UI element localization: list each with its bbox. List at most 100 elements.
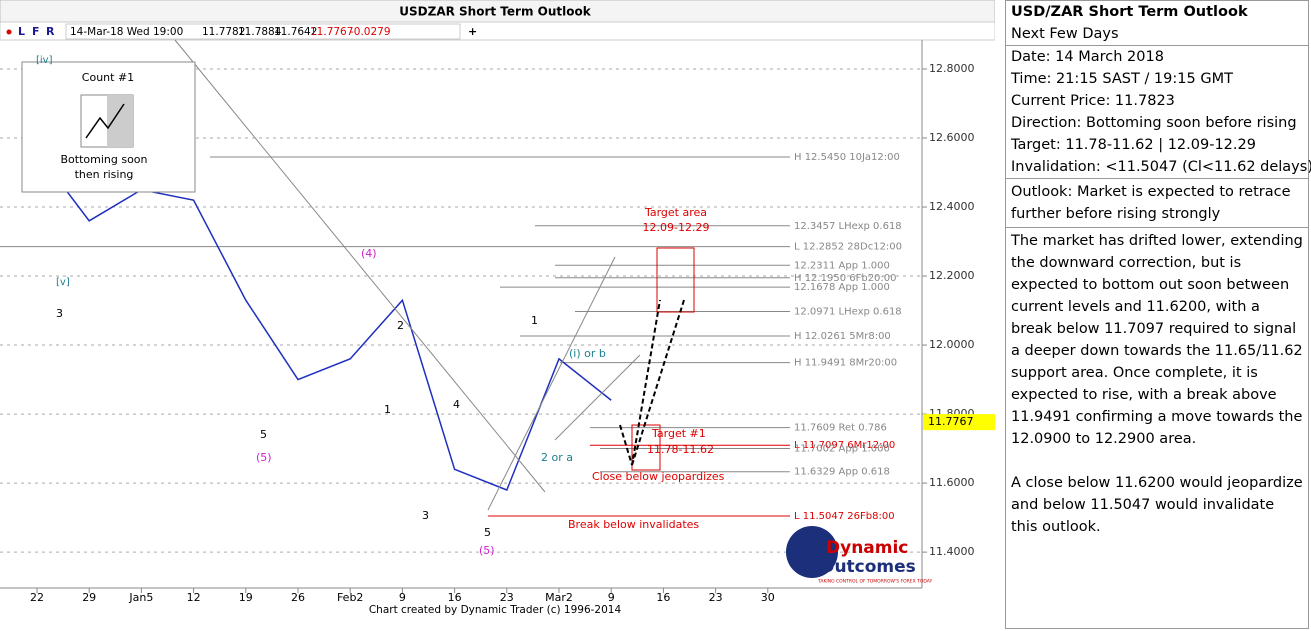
y-tick-label: 12.2000 xyxy=(929,269,975,282)
wave-label: 1 xyxy=(531,314,538,327)
x-tick-label: 26 xyxy=(291,591,305,604)
channel-line xyxy=(487,256,616,511)
info-marker: L xyxy=(18,25,25,38)
target-area-box xyxy=(656,247,695,313)
y-tick-label: 12.6000 xyxy=(929,131,975,144)
target1-range: 11.78-11.62 xyxy=(647,443,714,456)
wave-label: (5) xyxy=(479,544,495,557)
level-label: H 12.0261 5Mr8:00 xyxy=(794,331,891,342)
x-tick-label: Feb2 xyxy=(337,591,363,604)
panel-body: The market has drifted lower, extending … xyxy=(1006,227,1308,540)
panel-outlook: Outlook: Market is expected to retrace f… xyxy=(1006,178,1308,227)
level-label: H 12.5450 10Ja12:00 xyxy=(794,152,900,163)
level-label: 12.0971 LHexp 0.618 xyxy=(794,307,902,318)
logo-tagline: TAKING CONTROL OF TOMORROW'S FOREX TODAY xyxy=(817,579,933,585)
x-tick-label: 30 xyxy=(761,591,775,604)
level-label: 11.7002 App 1.000 xyxy=(794,444,890,455)
jeopardize-note: Close below jeopardizes xyxy=(592,470,725,483)
wave-label: (5) xyxy=(256,451,272,464)
level-label: 12.2311 App 1.000 xyxy=(794,260,890,271)
count-icon-shade xyxy=(107,95,133,147)
x-tick-label: 19 xyxy=(239,591,253,604)
count-title: Count #1 xyxy=(82,71,134,84)
invalidate-note: Break below invalidates xyxy=(568,518,699,531)
chart-title: USDZAR Short Term Outlook xyxy=(399,5,591,19)
count-note: Bottoming soon xyxy=(60,153,147,166)
x-tick-label: 9 xyxy=(608,591,615,604)
target1-box xyxy=(631,424,661,471)
wave-label: 1 xyxy=(384,403,391,416)
count-note: then rising xyxy=(75,168,134,181)
chart: USDZAR Short Term Outlook L F R 14-Mar-1… xyxy=(0,0,995,616)
level-label: 11.7609 Ret 0.786 xyxy=(794,423,887,434)
x-tick-label: 23 xyxy=(500,591,514,604)
info-change: -0.0279 xyxy=(350,26,391,38)
plot: 11.400011.600011.800012.000012.200012.40… xyxy=(0,62,975,604)
wave-label: 4 xyxy=(453,398,460,411)
level-label: 12.1678 App 1.000 xyxy=(794,282,890,293)
panel-line: Direction: Bottoming soon before rising xyxy=(1011,115,1297,131)
wave-label: 2 xyxy=(397,319,404,332)
wave-label: 5 xyxy=(260,428,267,441)
target-area-range: 12.09-12.29 xyxy=(643,221,710,234)
price-line xyxy=(36,151,612,491)
x-tick-label: 23 xyxy=(709,591,723,604)
x-tick-label: Mar2 xyxy=(545,591,573,604)
x-tick-label: Jan5 xyxy=(128,591,153,604)
info-high: 11.7884 xyxy=(238,26,282,38)
panel-paragraph: The market has drifted lower, extending … xyxy=(1011,233,1303,447)
panel-lines: Date: 14 March 2018 Time: 21:15 SAST / 19… xyxy=(1006,45,1311,178)
projection-arrow xyxy=(631,299,685,466)
panel-title: USD/ZAR Short Term Outlook xyxy=(1011,4,1248,20)
panel-line: Invalidation: <11.5047 (Cl<11.62 delays) xyxy=(1011,159,1311,175)
outlook-panel: USD/ZAR Short Term Outlook Next Few Days… xyxy=(1005,0,1311,629)
wave-label: [iv] xyxy=(36,55,53,66)
wave-label: (4) xyxy=(361,247,377,260)
wave-label: [v] xyxy=(56,277,70,288)
y-tick-label: 12.4000 xyxy=(929,200,975,213)
panel-line: Target: 11.78-11.62 | 12.09-12.29 xyxy=(1011,137,1256,153)
wave-label: (i) or b xyxy=(569,347,606,360)
target1-label: Target #1 xyxy=(651,427,706,440)
target-area-label: Target area xyxy=(644,206,707,219)
level-label: L 11.5047 26Fb8:00 xyxy=(794,511,895,522)
level-label: L 12.2852 28Dc12:00 xyxy=(794,242,902,253)
x-tick-label: 16 xyxy=(448,591,462,604)
count-icon-arrow xyxy=(85,103,125,139)
current-price-label: 11.7767 xyxy=(928,415,974,428)
level-label: L 11.7097 6Mr12:00 xyxy=(794,440,895,451)
info-box xyxy=(65,23,461,40)
info-dot xyxy=(6,29,12,35)
panel-line: Time: 21:15 SAST / 19:15 GMT xyxy=(1011,71,1233,87)
info-marker: R xyxy=(46,25,55,38)
info-low: 11.7642 xyxy=(274,26,317,38)
wave-label: 5 xyxy=(484,526,491,539)
level-label: H 12.1950 6Fb20:00 xyxy=(794,273,897,284)
info-close: 11.7767 xyxy=(310,26,353,38)
info-plus[interactable]: + xyxy=(468,25,477,38)
panel-subtitle: Next Few Days xyxy=(1011,26,1119,42)
wave-label: 3 xyxy=(56,307,63,320)
level-label: 11.6329 App 0.618 xyxy=(794,467,890,478)
info-marker: F xyxy=(32,25,40,38)
x-tick-label: 22 xyxy=(30,591,44,604)
channel-line xyxy=(554,354,641,441)
y-tick-label: 11.6000 xyxy=(929,476,975,489)
x-tick-label: 29 xyxy=(82,591,96,604)
panel-line: Date: 14 March 2018 xyxy=(1011,49,1164,65)
info-date: 14-Mar-18 Wed 19:00 xyxy=(70,26,183,38)
logo-text: Outcomes xyxy=(820,557,916,577)
panel-paragraph: A close below 11.6200 would jeopardize a… xyxy=(1011,475,1303,535)
wave-label: 3 xyxy=(422,509,429,522)
x-tick-label: 12 xyxy=(187,591,201,604)
logo-text: Dynamic xyxy=(826,538,908,558)
logo-globe xyxy=(786,526,838,578)
panel-line: Current Price: 11.7823 xyxy=(1011,93,1175,109)
wave-label: 2 or a xyxy=(541,451,573,464)
y-tick-label: 12.0000 xyxy=(929,338,975,351)
level-label: H 11.9491 8Mr20:00 xyxy=(794,358,897,369)
x-tick-label: 16 xyxy=(656,591,670,604)
y-tick-label: 11.4000 xyxy=(929,545,975,558)
info-open: 11.7782 xyxy=(202,26,245,38)
y-tick-label: 12.8000 xyxy=(929,62,975,75)
